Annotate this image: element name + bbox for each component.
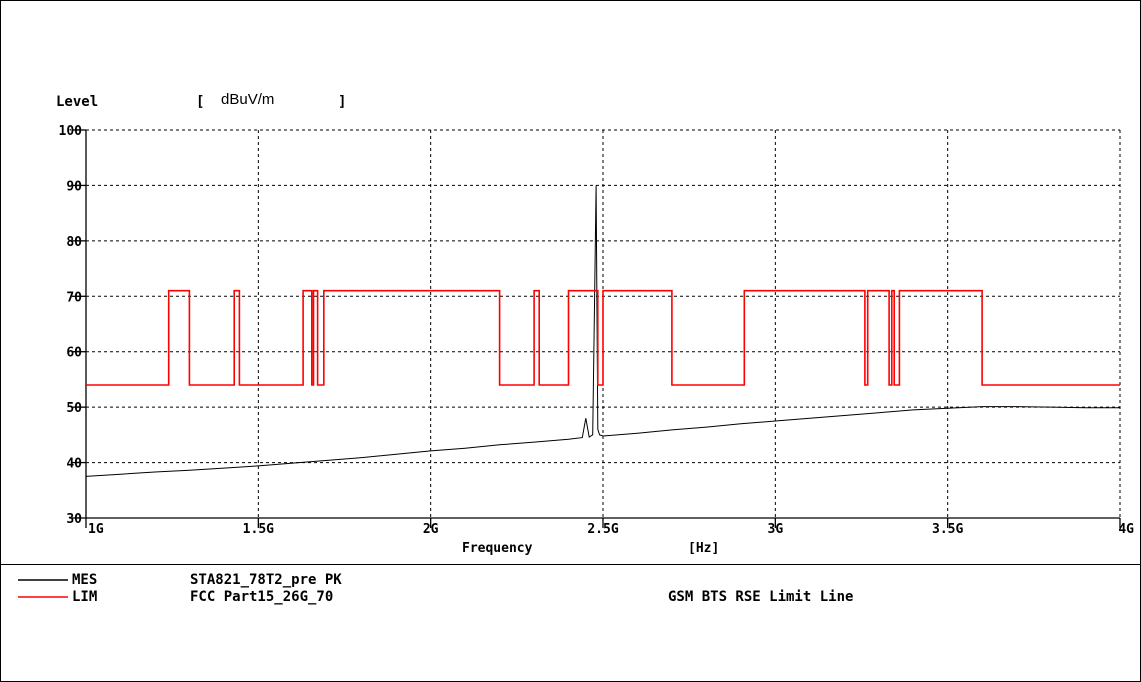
y-tick-label: 90	[66, 179, 82, 194]
x-tick-label: 2.5G	[587, 522, 618, 537]
y-tick-label: 30	[66, 512, 82, 527]
y-axis-bracket-open: [	[196, 94, 204, 110]
y-axis-unit: dBuV/m	[221, 91, 274, 108]
y-tick-label: 80	[66, 235, 82, 250]
x-tick-labels: 1G 1.5G 2G 2.5G 3G 3.5G 4G	[88, 522, 1134, 537]
y-tick-label: 50	[66, 401, 82, 416]
y-tick-label: 100	[59, 124, 83, 139]
series-mes-line	[85, 185, 1120, 477]
x-tick-label: 2G	[423, 522, 439, 537]
x-axis-unit: [Hz]	[688, 541, 719, 556]
y-axis-bracket-close: ]	[338, 94, 346, 110]
y-tick-labels: 30 40 50 60 70 80 90 100	[59, 124, 83, 527]
legend-extra-lim: GSM BTS RSE Limit Line	[668, 589, 853, 605]
y-axis-title: Level	[56, 94, 98, 110]
legend-tag-lim: LIM	[72, 589, 97, 605]
series-group	[85, 185, 1120, 477]
x-tick-label: 3G	[768, 522, 784, 537]
x-tick-label: 3.5G	[932, 522, 963, 537]
x-tick-label: 1G	[88, 522, 104, 537]
legend: MES STA821_78T2_pre PK LIM FCC Part15_26…	[18, 572, 853, 605]
series-lim-line	[86, 289, 1120, 386]
y-tick-label: 40	[66, 457, 82, 472]
x-tick-label: 1.5G	[243, 522, 274, 537]
legend-divider	[0, 564, 1141, 565]
axes	[72, 129, 1121, 528]
x-axis-title: Frequency	[462, 541, 533, 556]
legend-text-lim: FCC Part15_26G_70	[190, 589, 333, 605]
x-tick-label: 4G	[1118, 522, 1134, 537]
legend-tag-mes: MES	[72, 572, 97, 588]
legend-text-mes: STA821_78T2_pre PK	[190, 572, 342, 588]
y-tick-label: 70	[66, 290, 82, 305]
y-tick-label: 60	[66, 346, 82, 361]
